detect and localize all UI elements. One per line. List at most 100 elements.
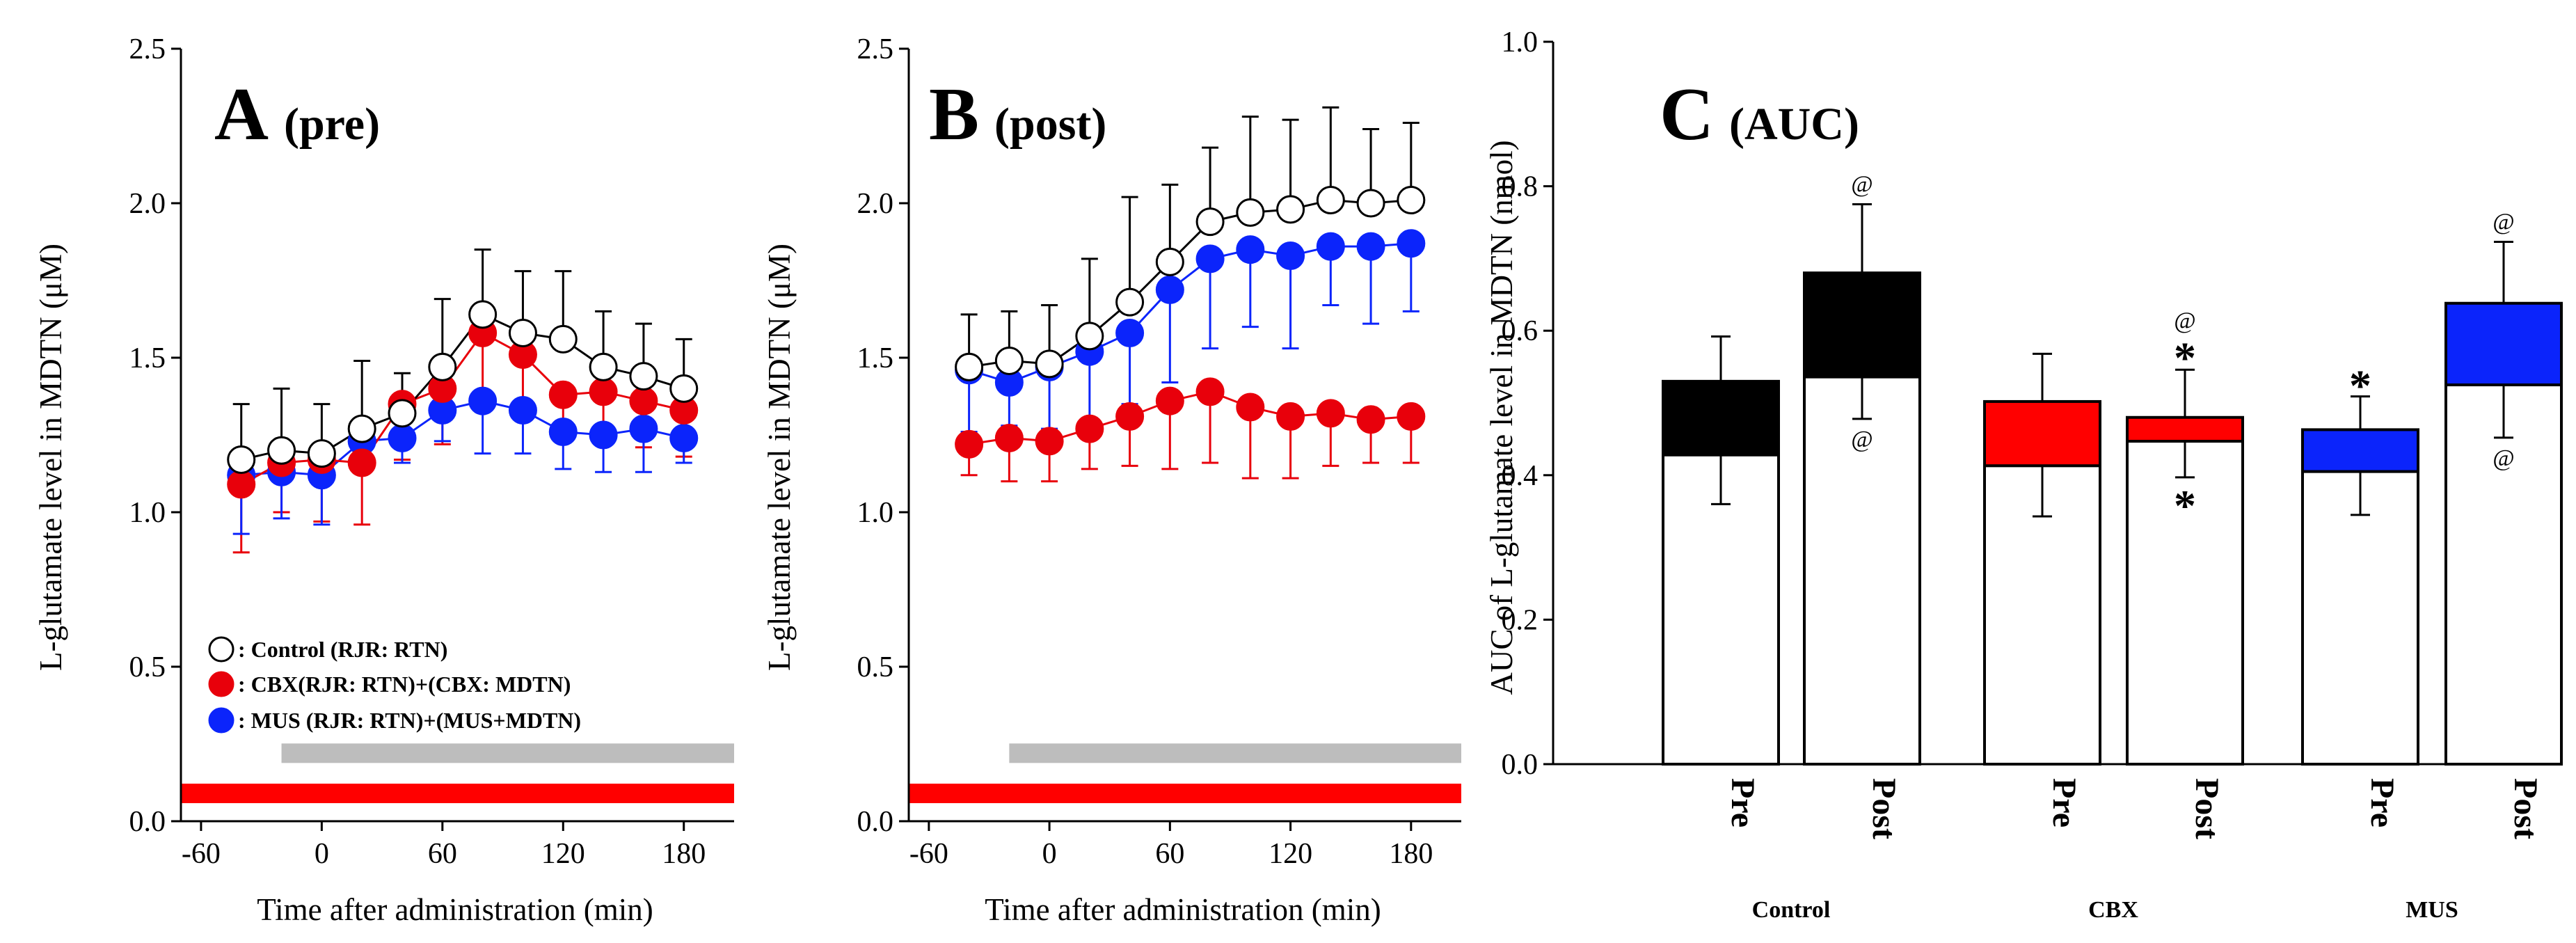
panel-b-control-point: [1195, 207, 1225, 237]
panel-a-control-line: [241, 312, 685, 461]
panel-b-cbx-point: [1155, 386, 1184, 415]
panel-a-ytick-label: 0.5: [129, 651, 166, 683]
panel-b-control-point: [1155, 247, 1184, 276]
panel-c-ytick-label: 1.0: [1502, 26, 1539, 58]
panel-b-cbx-point: [1236, 393, 1265, 422]
panel-a-mus-point: [548, 418, 578, 447]
panel-b-ytick-label: 1.5: [857, 342, 894, 374]
panel-c-ytick-label: 0.4: [1502, 460, 1539, 492]
panel-c-ylabel: AUC of L-glutamate level in MDTN (nmol): [1484, 140, 1519, 695]
panel-b-mus-point: [1397, 229, 1426, 258]
panel-b-ylabel: L-glutamate level in MDTN (μM): [762, 244, 797, 671]
panel-a-xtick-label: 60: [428, 838, 457, 870]
panel-c-category-label: Pre: [2046, 778, 2083, 827]
panel-c-bar-white: [1803, 375, 1921, 766]
legend-marker-open-circle: [208, 636, 234, 663]
panel-b-xtick-label: 180: [1389, 838, 1433, 870]
panel-b-cbx-point: [1035, 427, 1064, 456]
panel-a-control-point: [267, 436, 296, 465]
panel-c-group-label: CBX: [2088, 897, 2138, 923]
panel-c-at-annotation: @: [1851, 427, 1873, 452]
panel-c-category-label: Pre: [1724, 778, 1761, 827]
panel-c-bar-colored: [1803, 271, 1921, 379]
panel-a-xtick-label: 120: [541, 838, 585, 870]
panel-a-ytick-label: 0.0: [129, 806, 166, 838]
panel-c-bar-colored: [2444, 301, 2563, 387]
legend: : Control (RJR: RTN) : CBX(RJR: RTN)+(CBX…: [208, 636, 581, 734]
panel-a-control-point: [508, 318, 537, 347]
panel-a-control-point: [548, 324, 578, 354]
panel-b-cbx-point: [1276, 402, 1305, 431]
legend-marker-red-circle: [208, 671, 234, 697]
legend-entry: : MUS (RJR: RTN)+(MUS+MDTN): [238, 708, 581, 733]
panel-c-at-annotation: @: [2174, 308, 2195, 333]
panel-a-mus-point: [508, 395, 537, 425]
panel-a-letter: A: [214, 73, 269, 156]
panel-b-xtick-label: 60: [1155, 838, 1184, 870]
panel-b-cbx-point: [1397, 402, 1426, 431]
legend-entry: : CBX(RJR: RTN)+(CBX: MDTN): [238, 672, 571, 697]
panel-a-cbx-point: [347, 448, 376, 477]
panel-b-cbx-point: [1316, 399, 1345, 428]
panel-b-cbx-point: [955, 429, 984, 459]
panel-a-control-point: [227, 445, 256, 475]
panel-a-mus-line: [241, 399, 685, 477]
panel-a-control-point: [629, 362, 658, 391]
panel-a-ytick-label: 1.0: [129, 497, 166, 529]
panel-b-ytick-label: 2.5: [857, 33, 894, 65]
panel-c-category-label: Post: [2507, 778, 2544, 839]
panel-c-bar-colored: [2301, 428, 2419, 473]
panel-c-letter: C: [1660, 73, 1714, 156]
panel-c-at-annotation: @: [2492, 209, 2514, 235]
panel-b-control-point: [1236, 198, 1265, 227]
panel-c-star-annotation: *: [2174, 481, 2196, 530]
panel-b-cbx-point: [994, 423, 1024, 452]
panel-b-xtick-label: 0: [1042, 838, 1057, 870]
panel-c-chart: AUC of L-glutamate level in MDTN (nmol) …: [1484, 26, 2563, 923]
panel-a-mus-point: [669, 423, 699, 452]
panel-a-title: A (pre): [214, 73, 380, 156]
panel-c-group-label: Control: [1752, 897, 1831, 923]
panel-c-bar-colored: [2126, 415, 2244, 443]
panel-a-xlabel: Time after administration (min): [257, 892, 653, 927]
panel-b-cbx-point: [1115, 402, 1145, 431]
panel-a-cbx-point: [227, 470, 256, 499]
panel-b-cbx-point: [1195, 377, 1225, 406]
panel-c-title: C (AUC): [1660, 73, 1859, 156]
panel-b-letter: B: [929, 73, 979, 156]
panel-b-control-point: [1356, 189, 1385, 218]
panel-a-ylabel: L-glutamate level in MDTN (μM): [33, 244, 68, 671]
panel-b-control-point: [1075, 322, 1104, 351]
panel-a-chart: L-glutamate level in MDTN (μM) Time afte…: [33, 33, 735, 927]
panel-c-category-label: Pre: [2364, 778, 2401, 827]
panel-a-control-point: [669, 374, 699, 403]
panel-c-bar-colored: [1662, 379, 1780, 457]
panel-c-bar-white: [2126, 440, 2244, 766]
panel-c-bar-colored: [1983, 399, 2101, 468]
panel-c-bar-white: [2301, 470, 2419, 766]
panel-a-xtick-label: 0: [315, 838, 329, 870]
panel-b-mus-point: [1155, 275, 1184, 304]
panel-c-category-label: Post: [2188, 778, 2225, 839]
panel-b-control-point: [955, 352, 984, 381]
panel-c-ytick-label: 0.8: [1502, 171, 1539, 203]
panel-b-subtitle: (post): [994, 99, 1106, 150]
legend-entry: : Control (RJR: RTN): [238, 637, 447, 662]
panel-b-control-point: [994, 346, 1024, 375]
panel-c-subtitle: (AUC): [1729, 99, 1859, 150]
panel-b-ytick-label: 0.5: [857, 651, 894, 683]
panel-b-control-point: [1115, 287, 1145, 317]
panel-a-cbx-point: [589, 377, 618, 406]
panel-b-mus-point: [1236, 235, 1265, 264]
panel-a-subtitle: (pre): [284, 99, 380, 150]
panel-a-cbx-point: [629, 386, 658, 415]
panel-a-ytick-label: 2.0: [129, 188, 166, 220]
panel-c-at-annotation: @: [1851, 172, 1873, 198]
panel-b-xlabel: Time after administration (min): [985, 892, 1381, 927]
panel-b-mus-point: [1356, 232, 1385, 261]
panel-c-group-label: MUS: [2406, 897, 2458, 923]
panel-b-xtick-label: -60: [909, 838, 948, 870]
panel-a-control-point: [347, 414, 376, 443]
panel-a-ytick-label: 2.5: [129, 33, 166, 65]
panel-a-control-point: [307, 439, 336, 468]
